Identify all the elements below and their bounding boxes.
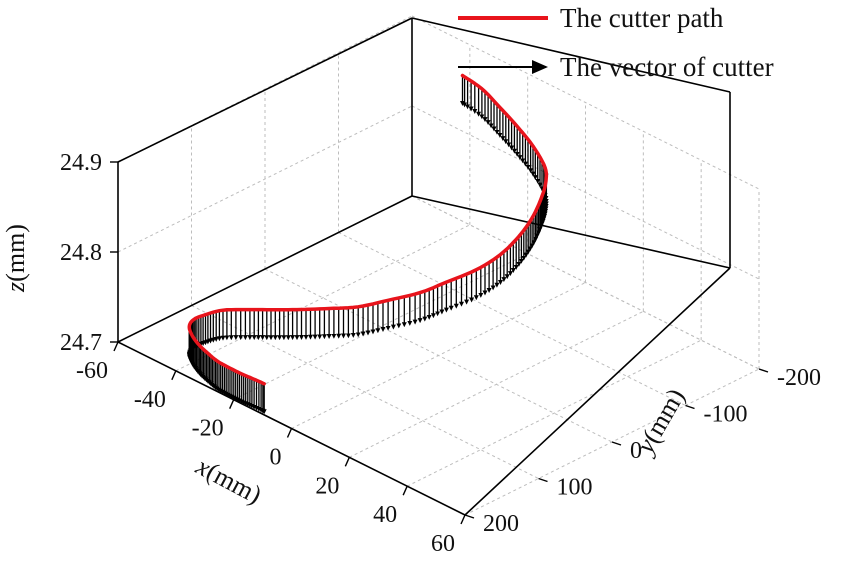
y-tick-label: 200 [483,511,519,537]
x-tick [344,457,350,467]
x-tick [460,514,466,525]
y-tick-label: -200 [777,365,821,391]
x-tick-label: 0 [270,445,282,471]
x-tick [113,341,119,352]
y-tick [685,404,695,410]
y-tick [758,368,769,373]
x-tick-label: 40 [373,502,397,528]
y-tick [464,514,475,519]
z-axis-label: z(mm) [1,224,30,293]
y-axis-label: y(mm) [629,383,690,460]
z-tick-label: 24.8 [60,240,102,266]
x-tick-label: 20 [315,473,339,499]
back-floor-right-edge [411,195,731,269]
y-tick [611,441,622,446]
grid-line-floor-y [338,232,686,406]
y-axis-line [464,267,731,516]
top-left-edge [117,17,413,163]
top-back-edge [411,17,731,93]
grid-line-backwall-z [411,105,760,280]
y-tick-label: 100 [557,475,593,501]
grid-line-backwall-z [411,195,760,370]
y-tick-label: -100 [704,402,748,428]
x-tick-label: -40 [134,387,166,413]
tick-labels: -60-40-200204060-200-100010020024.724.82… [60,150,821,557]
legend-label-cutter-path: The cutter path [560,3,724,33]
x-tick-label: 60 [431,531,455,557]
legend: The cutter path The vector of cutter [458,3,774,82]
tick-marks [110,161,769,525]
grid-line-floor-x [406,339,702,487]
x-axis-label: x(mm) [191,451,267,510]
z-tick-label: 24.9 [60,150,102,176]
grid-line-floor-x [233,253,528,401]
grid-line-floor-y [191,305,539,479]
grid-line-backwall-z [411,15,760,190]
legend-label-vector: The vector of cutter [560,52,774,82]
x-tick [286,428,293,438]
x-tick-label: -60 [76,358,108,384]
z-tick-label: 24.7 [60,330,102,356]
x-tick-label: -20 [192,416,224,442]
cutter-vector-arrows [186,75,549,415]
grid-line-sidewall-z [117,105,413,253]
x-tick [171,370,177,381]
grid-line-floor-y [264,268,613,443]
back-floor-left-edge [117,195,413,343]
grid-line-floor-x [175,224,471,372]
y-tick [538,477,548,483]
x-tick [402,485,408,496]
cutter-path-line [187,73,549,386]
y-tick-label: 0 [630,438,642,464]
x-tick [229,399,235,409]
